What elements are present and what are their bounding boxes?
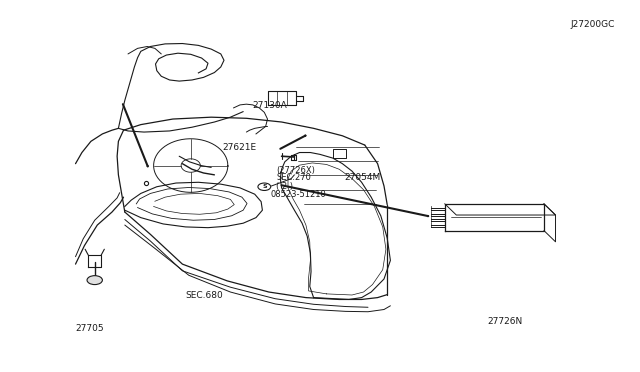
Text: 08523-51210: 08523-51210: [271, 190, 326, 199]
Text: (27726X): (27726X): [276, 166, 316, 175]
Text: SEC.680: SEC.680: [186, 291, 223, 300]
Text: SEC.270: SEC.270: [276, 173, 311, 182]
Text: 27130A: 27130A: [253, 101, 287, 110]
Text: 27705: 27705: [76, 324, 104, 333]
Text: ( 2 ): ( 2 ): [276, 182, 294, 190]
Text: 27054M: 27054M: [344, 173, 381, 182]
Text: J27200GC: J27200GC: [570, 20, 614, 29]
Circle shape: [87, 276, 102, 285]
Text: 27726N: 27726N: [488, 317, 523, 326]
Text: 27621E: 27621E: [223, 143, 257, 152]
Text: S: S: [262, 184, 267, 189]
